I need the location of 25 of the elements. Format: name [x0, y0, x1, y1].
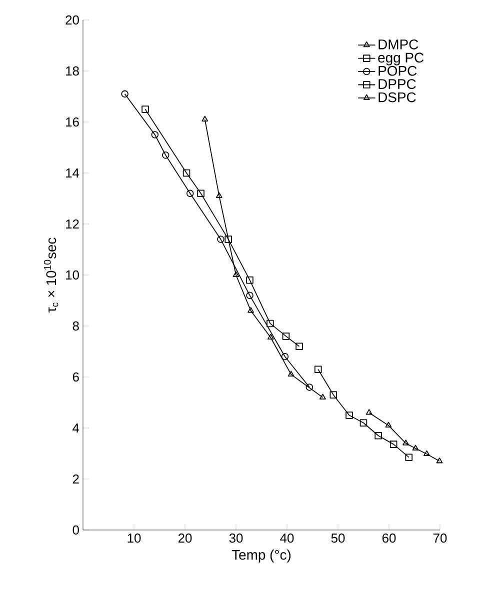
y-tick-label: 16 [66, 117, 79, 127]
x-tick-label: 30 [229, 534, 243, 543]
y-tick-label: 2 [72, 474, 79, 484]
x-tick-label: 40 [280, 534, 294, 543]
y-tick-label: 6 [72, 372, 79, 382]
y-tick-label: 8 [72, 321, 79, 331]
y-axis-title: τ$_{c}$ × 10$^{10}$sec [44, 238, 58, 312]
x-axis-title: Temp (°c) [232, 550, 291, 563]
y-tick-label: 20 [66, 15, 79, 25]
y-tick-label: 14 [66, 168, 80, 178]
x-tick-label: 10 [128, 534, 141, 543]
y-tick-label: 0 [72, 525, 79, 535]
x-tick-label: 60 [382, 534, 396, 543]
legend-label: POPC [378, 66, 417, 76]
x-tick-label: 70 [433, 534, 447, 543]
y-tick-label: 18 [66, 66, 79, 76]
x-tick-label: 50 [331, 534, 345, 543]
legend-label: egg PC [378, 52, 424, 66]
legend-label: DPPC [378, 79, 416, 90]
y-tick-label: 12 [66, 219, 79, 229]
y-tick-label: 10 [66, 270, 79, 280]
y-tick-label: 4 [72, 424, 80, 432]
legend-label: DSPC [378, 92, 416, 102]
legend-label: DMPC [378, 39, 418, 50]
x-tick-label: 20 [178, 534, 192, 543]
